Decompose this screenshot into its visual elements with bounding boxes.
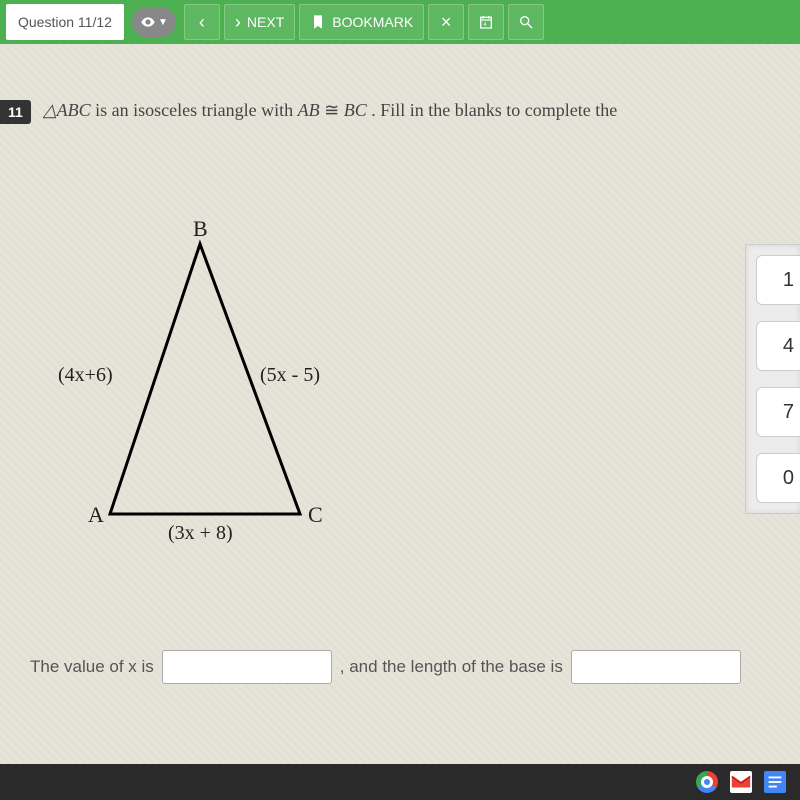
close-icon: × bbox=[441, 12, 452, 33]
question-content: 11 △ABC is an isosceles triangle with AB… bbox=[0, 44, 800, 764]
answer-option[interactable]: 0 bbox=[756, 453, 800, 503]
triangle-symbol: △ bbox=[43, 100, 57, 120]
bookmark-label: BOOKMARK bbox=[332, 14, 413, 30]
vertex-b: B bbox=[193, 216, 208, 242]
question-counter: Question 11/12 bbox=[6, 4, 124, 40]
question-text: △ABC is an isosceles triangle with AB ≅ … bbox=[43, 100, 800, 121]
answer-options-panel: 1 4 7 0 bbox=[745, 244, 800, 514]
docs-icon[interactable] bbox=[764, 771, 786, 793]
visibility-toggle[interactable]: ▼ bbox=[132, 7, 176, 37]
bookmark-icon bbox=[310, 14, 326, 30]
os-taskbar bbox=[0, 764, 800, 800]
chrome-icon[interactable] bbox=[696, 771, 718, 793]
search-button[interactable] bbox=[508, 4, 544, 40]
vertex-c: C bbox=[308, 502, 323, 528]
triangle-figure: B A C (4x+6) (5x - 5) (3x + 8) bbox=[60, 224, 400, 564]
search-icon bbox=[518, 14, 534, 30]
segment-bc: BC bbox=[344, 100, 367, 120]
calendar-icon: 4 bbox=[478, 14, 494, 30]
side-bc-label: (5x - 5) bbox=[260, 364, 320, 387]
fill-blank-prompt: The value of x is , and the length of th… bbox=[30, 650, 790, 684]
side-ac-label: (3x + 8) bbox=[168, 522, 233, 545]
vertex-a: A bbox=[88, 502, 104, 528]
chevron-down-icon: ▼ bbox=[158, 17, 168, 28]
close-button[interactable]: × bbox=[428, 4, 464, 40]
chevron-left-icon: ‹ bbox=[199, 12, 205, 33]
question-text-mid: is an isosceles triangle with bbox=[91, 100, 298, 120]
answer-option[interactable]: 7 bbox=[756, 387, 800, 437]
segment-ab: AB bbox=[298, 100, 320, 120]
calendar-button[interactable]: 4 bbox=[468, 4, 504, 40]
gmail-icon[interactable] bbox=[730, 771, 752, 793]
eye-icon bbox=[140, 14, 156, 30]
question-text-end: . Fill in the blanks to complete the bbox=[367, 100, 617, 120]
answer-option[interactable]: 4 bbox=[756, 321, 800, 371]
question-row: 11 △ABC is an isosceles triangle with AB… bbox=[0, 100, 800, 124]
answer-option[interactable]: 1 bbox=[756, 255, 800, 305]
question-number-badge: 11 bbox=[0, 100, 31, 124]
side-ab-label: (4x+6) bbox=[58, 364, 113, 387]
svg-text:4: 4 bbox=[484, 22, 487, 28]
prompt-part1: The value of x is bbox=[30, 657, 154, 677]
prompt-part2: , and the length of the base is bbox=[340, 657, 563, 677]
prev-button[interactable]: ‹ bbox=[184, 4, 220, 40]
congruent-symbol: ≅ bbox=[320, 100, 344, 120]
blank-base-length[interactable] bbox=[571, 650, 741, 684]
triangle-name: ABC bbox=[57, 100, 91, 120]
bookmark-button[interactable]: BOOKMARK bbox=[299, 4, 424, 40]
top-toolbar: Question 11/12 ▼ ‹ › NEXT BOOKMARK × 4 bbox=[0, 0, 800, 44]
next-label: NEXT bbox=[247, 14, 284, 30]
chevron-right-icon: › bbox=[235, 12, 241, 33]
blank-x-value[interactable] bbox=[162, 650, 332, 684]
next-button[interactable]: › NEXT bbox=[224, 4, 295, 40]
triangle-svg bbox=[60, 224, 400, 564]
